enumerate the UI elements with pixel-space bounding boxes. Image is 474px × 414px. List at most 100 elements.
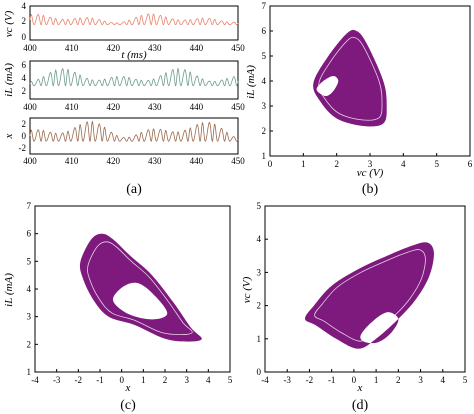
xtick: 420 bbox=[106, 156, 120, 166]
xtick: 400 bbox=[23, 43, 37, 53]
frame-d bbox=[264, 205, 466, 373]
ylabel-c: iL (mA) bbox=[3, 273, 15, 307]
xtick-label: -2 bbox=[306, 375, 314, 385]
attractor-c-stripe bbox=[87, 241, 193, 336]
xtick-label: 2 bbox=[334, 159, 339, 169]
ylabel-d: vc (V) bbox=[241, 276, 253, 303]
xtick-label: 1 bbox=[301, 159, 306, 169]
xtick-label: -4 bbox=[261, 375, 269, 385]
xlabel-b: vc (V) bbox=[357, 167, 384, 179]
series-il-line bbox=[29, 67, 239, 87]
xtick-label: 6 bbox=[468, 159, 473, 169]
xtick: 400 bbox=[23, 102, 37, 112]
attractor-b-stripe bbox=[318, 36, 383, 121]
yticks-d: 0 1 2 3 4 5 bbox=[257, 201, 268, 377]
ytick-label: 1 bbox=[27, 367, 32, 377]
ylabel-x: x bbox=[3, 133, 15, 139]
xticks-b: 0 1 2 3 4 5 6 bbox=[268, 153, 473, 169]
ytick-label: 5 bbox=[27, 256, 32, 266]
xtick: 400 bbox=[23, 156, 37, 166]
ytick-bot-0: -2 bbox=[19, 143, 27, 153]
panel-a: 0 2 4 2 4 6 -2 0 2 vc (V) iL (mA) x 400 … bbox=[3, 1, 245, 197]
series-vc-line bbox=[29, 13, 239, 26]
ylabel-vc: vc (V) bbox=[3, 10, 15, 37]
ytick-top-2: 4 bbox=[22, 1, 27, 11]
ts-frame-bot bbox=[29, 117, 239, 155]
ytick-top-1: 2 bbox=[22, 16, 27, 26]
ytick-label: 6 bbox=[262, 26, 267, 36]
xlabel-a: t (ms) bbox=[121, 49, 147, 61]
xtick-label: -2 bbox=[75, 375, 83, 385]
caption-c: (c) bbox=[120, 398, 136, 413]
ts-frame-top bbox=[29, 5, 239, 41]
xtick: 440 bbox=[190, 102, 204, 112]
xtick: 430 bbox=[148, 43, 162, 53]
xtick-label: -3 bbox=[283, 375, 291, 385]
xtick: 420 bbox=[106, 43, 120, 53]
attractor-b bbox=[313, 29, 387, 127]
ytick-label: 3 bbox=[262, 101, 267, 111]
xticks-a-top: 400 410 420 430 440 450 bbox=[23, 43, 245, 53]
xtick-label: 4 bbox=[206, 375, 211, 385]
panel-c: -4 -3 -2 -1 0 1 2 3 4 5 1 2 3 4 5 6 7 x iL (mA) (c) bbox=[3, 201, 233, 413]
ytick-top-0: 0 bbox=[22, 32, 27, 42]
ytick-label: 2 bbox=[262, 126, 267, 136]
ytick-label: 2 bbox=[27, 339, 32, 349]
xtick: 440 bbox=[190, 43, 204, 53]
ytick-label: 4 bbox=[257, 234, 262, 244]
xtick: 410 bbox=[65, 156, 79, 166]
panel-d: -4 -3 -2 -1 0 1 2 3 4 5 0 1 2 3 4 5 x vc (V) (d) bbox=[241, 201, 468, 413]
ytick-mid-2: 6 bbox=[22, 60, 27, 70]
ytick-mid-0: 2 bbox=[22, 86, 27, 96]
xtick-label: 1 bbox=[374, 375, 379, 385]
xticks-c: -4 -3 -2 -1 0 1 2 3 4 5 bbox=[31, 369, 233, 385]
xtick: 430 bbox=[148, 156, 162, 166]
attractor-d-stripe bbox=[314, 249, 426, 342]
xtick-label: 5 bbox=[228, 375, 233, 385]
xtick-label: 3 bbox=[418, 375, 423, 385]
ytick-label: 7 bbox=[27, 201, 32, 211]
ytick-label: 0 bbox=[257, 367, 262, 377]
xticks-a-mid: 400 410 420 430 440 450 bbox=[23, 102, 245, 112]
ytick-bot-1: 0 bbox=[22, 131, 27, 141]
ytick-label: 6 bbox=[27, 229, 32, 239]
xtick-label: -3 bbox=[53, 375, 61, 385]
xtick-label: 0 bbox=[352, 375, 357, 385]
ts-frame-mid bbox=[29, 60, 239, 100]
frame-c bbox=[34, 205, 231, 373]
xtick-label: -4 bbox=[31, 375, 39, 385]
xlabel-d: x bbox=[357, 382, 363, 394]
ytick-label: 1 bbox=[257, 334, 262, 344]
xtick-label: 3 bbox=[368, 159, 373, 169]
xtick-label: 4 bbox=[401, 159, 406, 169]
ytick-label: 1 bbox=[262, 151, 267, 161]
xtick-label: 2 bbox=[163, 375, 168, 385]
xtick-label: -1 bbox=[328, 375, 336, 385]
xticks-d: -4 -3 -2 -1 0 1 2 3 4 5 bbox=[261, 369, 468, 385]
xtick-label: 2 bbox=[396, 375, 401, 385]
xtick: 410 bbox=[65, 43, 79, 53]
xtick-label: 4 bbox=[441, 375, 446, 385]
ylabel-b: iL (mA) bbox=[245, 65, 257, 99]
xlabel-c: x bbox=[125, 382, 131, 394]
ytick-label: 2 bbox=[257, 301, 262, 311]
ytick-label: 5 bbox=[262, 51, 267, 61]
xtick: 440 bbox=[190, 156, 204, 166]
ylabel-il: iL (mA) bbox=[3, 63, 15, 97]
series-x-line bbox=[29, 120, 239, 143]
ytick-label: 3 bbox=[27, 312, 32, 322]
ytick-label: 4 bbox=[27, 284, 32, 294]
caption-a: (a) bbox=[126, 182, 142, 197]
attractor-d bbox=[304, 242, 434, 349]
xtick: 450 bbox=[231, 156, 245, 166]
ytick-label: 5 bbox=[257, 201, 262, 211]
yticks-b: 1 2 3 4 5 6 7 bbox=[262, 1, 273, 161]
xtick: 450 bbox=[231, 43, 245, 53]
xtick: 430 bbox=[148, 102, 162, 112]
ytick-label: 4 bbox=[262, 76, 267, 86]
caption-b: (b) bbox=[362, 182, 379, 197]
xtick: 420 bbox=[106, 102, 120, 112]
xtick-label: 5 bbox=[434, 159, 439, 169]
